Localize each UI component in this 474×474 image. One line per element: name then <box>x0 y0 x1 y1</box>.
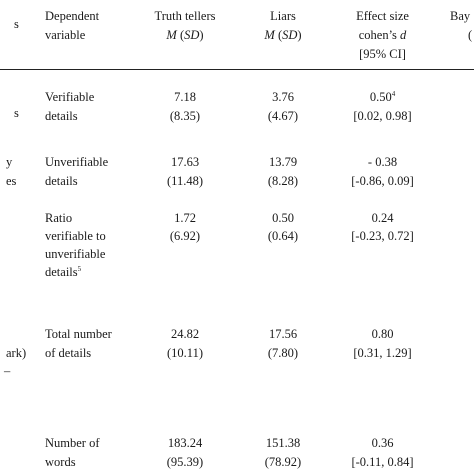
row-3-truth-mean: 1.72 <box>174 211 196 225</box>
left-fragment-5: – <box>4 364 11 378</box>
row-5-liars-mean: 151.38 <box>265 436 301 450</box>
header-bayes-fragment2: ( <box>468 28 473 42</box>
row-3-label-line3: unverifiable <box>45 247 106 261</box>
header-liars: Liars <box>270 9 296 23</box>
row-4-truth-mean: 24.82 <box>170 327 200 341</box>
row-2-ci: [-0.86, 0.09] <box>351 174 414 188</box>
header-rule <box>0 69 474 70</box>
row-3-label-line4: details5 <box>45 265 82 279</box>
row-2-truth-sd: (11.48) <box>167 174 203 188</box>
header-bayes-fragment: Bay <box>450 9 471 23</box>
header-truth-tellers: Truth tellers <box>154 9 216 23</box>
row-2-liars-sd: (8.28) <box>267 174 299 188</box>
row-5-effect: 0.36 <box>371 436 394 450</box>
row-4-liars-mean: 17.56 <box>268 327 298 341</box>
header-effect-size: Effect size <box>356 9 409 23</box>
header-dependent-variable-line2: variable <box>45 28 86 42</box>
row-1-label-line2: details <box>45 109 78 123</box>
row-5-truth-mean: 183.24 <box>167 436 203 450</box>
row-1-truth-mean: 7.18 <box>174 90 196 104</box>
row-3-label-line1: Ratio <box>45 211 73 225</box>
row-5-ci: [-0.11, 0.84] <box>351 455 414 469</box>
row-4-liars-sd: (7.80) <box>267 346 299 360</box>
row-4-label-line1: Total number <box>45 327 112 341</box>
row-5-liars-sd: (78.92) <box>264 455 302 469</box>
row-3-label-line2: verifiable to <box>45 229 106 243</box>
row-4-ci: [0.31, 1.29] <box>353 346 412 360</box>
row-5-truth-sd: (95.39) <box>166 455 204 469</box>
header-liars-msd: M (SD) <box>264 28 302 42</box>
row-2-label-line2: details <box>45 174 78 188</box>
row-4-label-line2: of details <box>45 346 92 360</box>
row-2-effect: - 0.38 <box>367 155 398 169</box>
row-1-truth-sd: (8.35) <box>169 109 201 123</box>
row-2-label-line1: Unverifiable <box>45 155 109 169</box>
header-cohens-d: cohen’s d <box>358 28 407 42</box>
row-4-effect: 0.80 <box>371 327 394 341</box>
row-1-liars-mean: 3.76 <box>272 90 294 104</box>
row-1-label-line1: Verifiable <box>45 90 95 104</box>
row-5-label-line1: Number of <box>45 436 100 450</box>
row-1-effect: 0.504 <box>369 90 396 104</box>
row-3-liars-mean: 0.50 <box>272 211 294 225</box>
row-2-truth-mean: 17.63 <box>170 155 200 169</box>
header-truth-msd: M (SD) <box>166 28 204 42</box>
header-dependent-variable-line1: Dependent <box>45 9 100 23</box>
row-3-truth-sd: (6.92) <box>169 229 201 243</box>
row-1-ci: [0.02, 0.98] <box>353 109 412 123</box>
row-5-label-line2: words <box>45 455 76 469</box>
row-3-ci: [-0.23, 0.72] <box>351 229 414 243</box>
left-fragment-2: y <box>6 155 13 169</box>
row-3-effect: 0.24 <box>371 211 394 225</box>
row-4-truth-sd: (10.11) <box>167 346 203 360</box>
row-3-liars-sd: (0.64) <box>267 229 299 243</box>
row-2-liars-mean: 13.79 <box>268 155 298 169</box>
row-1-liars-sd: (4.67) <box>267 109 299 123</box>
left-fragment-1: s <box>14 106 19 120</box>
header-ci: [95% CI] <box>359 47 406 61</box>
left-fragment-header: s <box>14 17 19 31</box>
left-fragment-3: es <box>6 174 17 188</box>
left-fragment-4: ark) <box>6 346 27 360</box>
